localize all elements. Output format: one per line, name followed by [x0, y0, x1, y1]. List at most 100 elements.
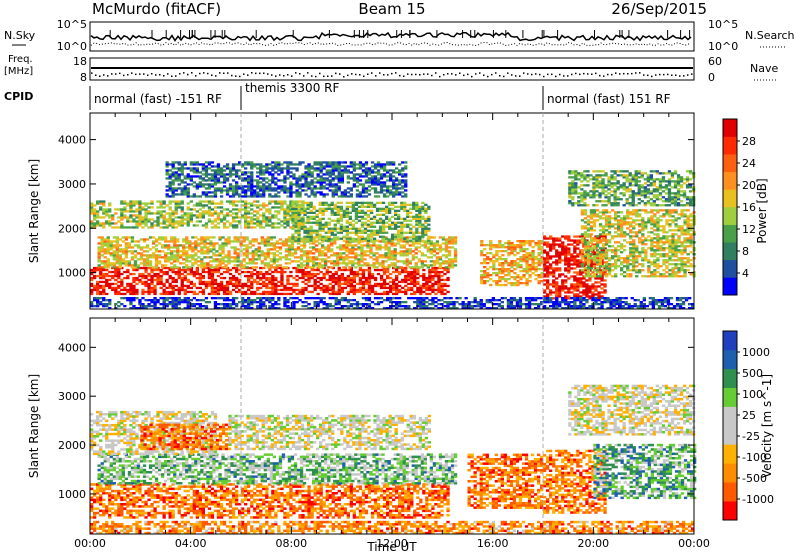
power-cell	[342, 246, 346, 249]
power-cell	[378, 254, 382, 257]
power-cell	[180, 206, 184, 209]
power-cell	[408, 266, 412, 269]
power-cell	[357, 215, 362, 218]
power-cell	[210, 274, 215, 278]
power-cell	[111, 282, 115, 286]
power-cell	[244, 218, 248, 221]
power-cell	[312, 207, 316, 210]
power-cell	[331, 280, 335, 284]
power-cell	[139, 256, 144, 259]
power-cell	[168, 276, 172, 280]
power-cell	[390, 250, 394, 253]
power-cell	[519, 260, 523, 263]
power-cell	[312, 215, 316, 218]
power-cell	[254, 254, 258, 257]
power-cell	[453, 238, 458, 241]
power-cell	[177, 276, 181, 280]
power-cell	[198, 212, 202, 215]
power-cell	[315, 213, 319, 216]
power-cell	[385, 217, 389, 220]
power-cell	[567, 295, 571, 298]
power-cell	[410, 278, 414, 282]
power-cell	[525, 262, 529, 265]
power-cell	[268, 202, 272, 205]
power-cell	[354, 233, 359, 236]
power-cell	[248, 252, 252, 255]
power-cell	[260, 252, 264, 255]
power-cell	[274, 171, 278, 174]
power-cell	[97, 246, 101, 249]
power-cell	[165, 280, 169, 284]
power-cell	[117, 284, 121, 288]
power-cell	[354, 254, 358, 257]
power-cell	[148, 256, 153, 259]
power-cell	[405, 248, 409, 251]
nave-point	[571, 73, 573, 76]
power-cell	[272, 244, 276, 247]
power-cell	[141, 216, 145, 219]
power-cell	[231, 200, 236, 203]
power-cell	[90, 202, 94, 205]
power-cell	[269, 258, 273, 261]
power-cell	[124, 262, 128, 265]
power-cell	[165, 226, 169, 229]
power-cell	[540, 280, 544, 283]
power-cell	[212, 236, 216, 239]
power-cell	[286, 177, 290, 180]
power-cell	[564, 253, 568, 256]
power-cell	[349, 163, 353, 166]
power-cell	[432, 248, 437, 251]
power-cell	[561, 251, 565, 254]
freq-tick-right-top: 60	[708, 55, 722, 68]
power-cell	[346, 187, 350, 190]
power-cell	[418, 239, 422, 242]
power-cell	[446, 270, 450, 274]
power-cell	[360, 264, 364, 267]
power-cell	[440, 292, 444, 296]
power-cell	[312, 205, 316, 208]
power-cell	[403, 231, 407, 234]
power-cell	[180, 189, 184, 192]
power-cell	[327, 229, 331, 232]
power-cell	[213, 220, 218, 223]
power-cell	[228, 210, 233, 213]
power-cell	[194, 262, 198, 265]
power-cell	[259, 193, 263, 196]
power-cell	[369, 203, 374, 206]
power-cell	[504, 260, 508, 263]
power-cell	[340, 282, 344, 286]
power-cell	[277, 187, 281, 190]
power-cell	[358, 286, 363, 290]
power-cell	[158, 242, 162, 245]
power-cell	[486, 268, 490, 271]
power-cell	[423, 244, 427, 247]
power-cell	[210, 202, 215, 205]
power-cell	[277, 212, 281, 215]
nave-point	[663, 73, 665, 76]
power-cell	[360, 239, 365, 242]
power-cell	[409, 223, 413, 226]
power-cell	[387, 256, 391, 259]
power-cell	[124, 238, 128, 241]
power-cell	[210, 165, 215, 168]
power-cell	[274, 195, 278, 198]
power-cell	[318, 203, 322, 206]
power-cell	[369, 250, 373, 253]
power-cell	[564, 291, 568, 294]
power-cell	[525, 258, 529, 261]
power-cell	[171, 218, 175, 221]
power-cell	[147, 266, 151, 270]
power-cell	[316, 284, 320, 288]
power-cell	[253, 210, 257, 213]
power-cell	[537, 264, 541, 267]
power-cell	[412, 201, 416, 204]
freq-tick-left-top: 18	[73, 55, 87, 68]
power-cell	[534, 266, 538, 269]
power-cell	[250, 189, 254, 192]
power-cell	[428, 286, 432, 290]
power-cell	[222, 189, 227, 192]
power-cell	[418, 215, 422, 218]
power-cell	[408, 248, 412, 251]
power-cell	[235, 171, 239, 174]
power-cell	[93, 210, 97, 213]
